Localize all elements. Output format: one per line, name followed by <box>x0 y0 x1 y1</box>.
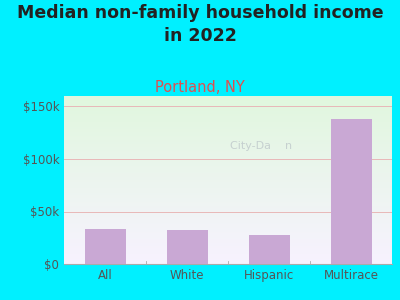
Bar <box>166 230 208 264</box>
Text: City-Da    n: City-Da n <box>230 141 292 152</box>
Bar <box>330 119 372 264</box>
Bar <box>84 229 126 264</box>
Bar <box>248 235 290 264</box>
Text: Portland, NY: Portland, NY <box>155 80 245 94</box>
Text: Median non-family household income
in 2022: Median non-family household income in 20… <box>17 4 383 45</box>
